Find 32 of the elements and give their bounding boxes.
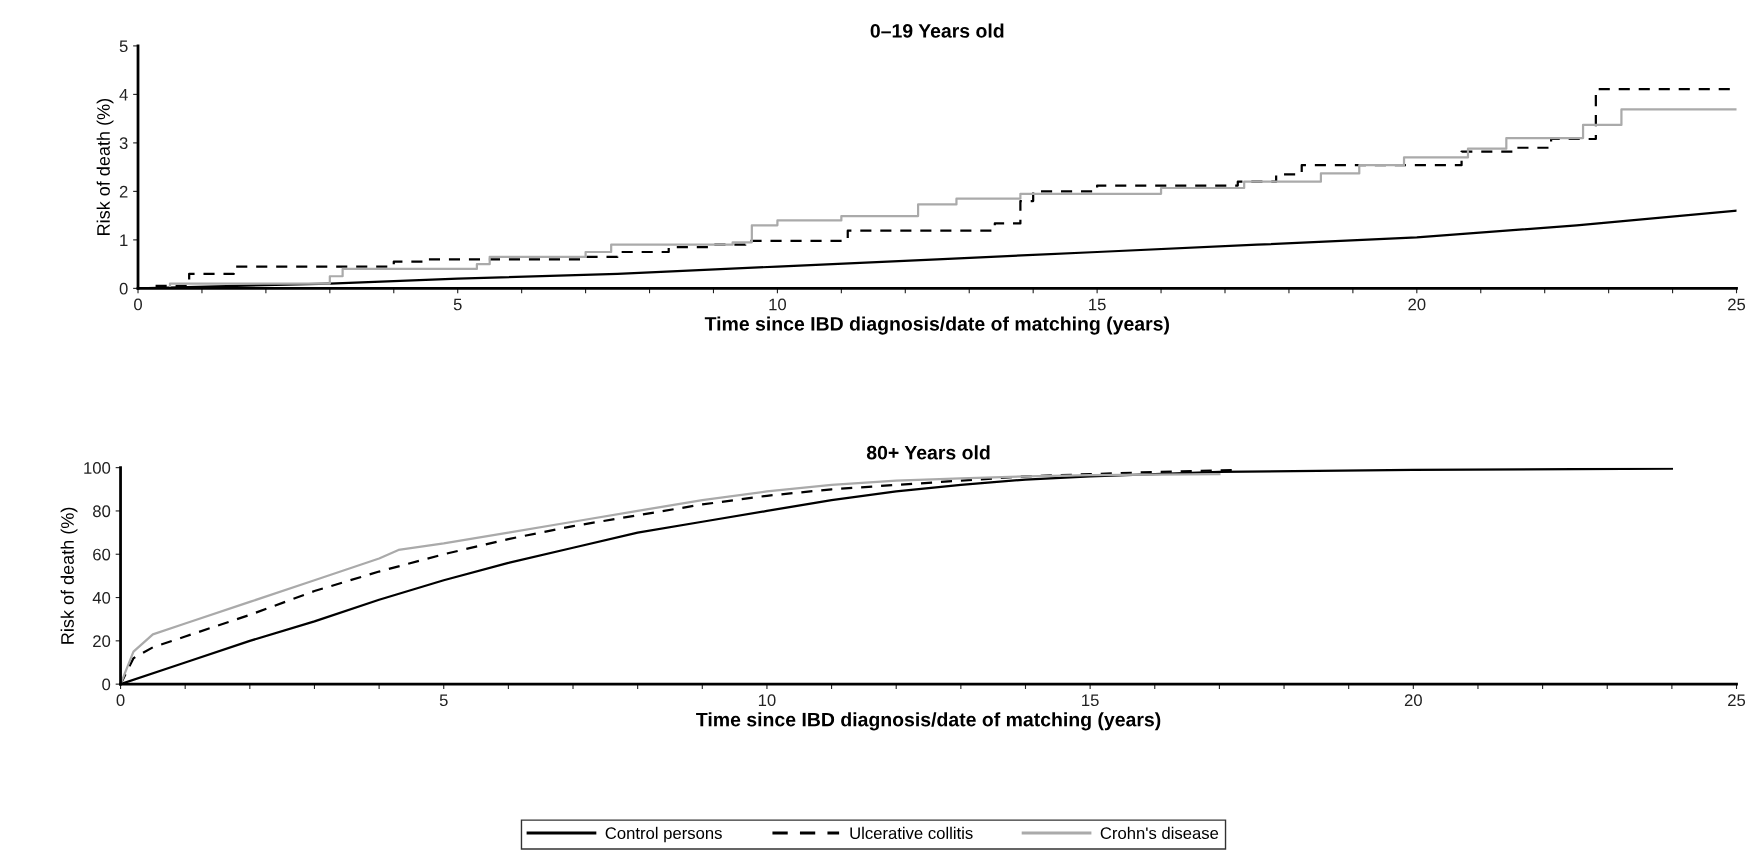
y-tick-label: 4 <box>119 88 128 101</box>
y-tick-label: 3 <box>119 137 128 150</box>
x-tick-label: 10 <box>758 694 776 707</box>
x-tick-label: 10 <box>769 298 787 311</box>
y-tick-label: 40 <box>92 591 111 604</box>
y-axis-title: Risk of death (%) <box>96 99 114 235</box>
legend-label: Crohn's disease <box>1100 826 1219 840</box>
y-tick-label: 60 <box>93 548 111 561</box>
legend-label: Control persons <box>605 826 722 843</box>
y-tick-label: 80 <box>93 505 111 518</box>
x-tick-label: 25 <box>1728 298 1746 311</box>
y-tick-label: 100 <box>84 462 111 474</box>
y-tick-label: 0 <box>119 282 128 295</box>
legend-label: Ulcerative collitis <box>850 826 973 840</box>
y-tick-label: 0 <box>102 678 111 691</box>
x-tick-label: 5 <box>439 694 448 707</box>
x-tick-label: 5 <box>453 298 462 311</box>
y-tick-label: 5 <box>119 40 128 53</box>
x-axis-title: Time since IBD diagnosis/date of matching (years) <box>704 316 1169 335</box>
x-axis-title: Time since IBD diagnosis/date of matching (years) <box>696 712 1161 731</box>
y-tick-label: 2 <box>119 185 128 198</box>
chart-title: 0–19 Years old <box>870 23 1004 38</box>
y-tick-label: 1 <box>120 234 128 246</box>
y-tick-label: 20 <box>93 635 111 648</box>
y-axis-title: Risk of death (%) <box>60 507 78 644</box>
chart-title: 80+ Years old <box>866 445 990 460</box>
x-tick-label: 15 <box>1089 298 1106 311</box>
x-tick-label: 15 <box>1082 694 1099 707</box>
x-tick-label: 25 <box>1728 694 1746 707</box>
x-tick-label: 20 <box>1408 298 1426 311</box>
x-tick-label: 0 <box>134 298 142 311</box>
x-tick-label: 20 <box>1404 694 1422 707</box>
